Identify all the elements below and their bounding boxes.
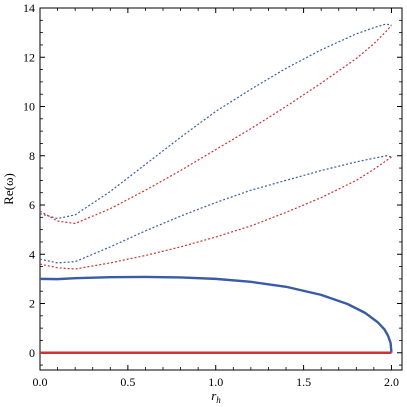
x-tick-label: 1.5 [296,375,311,389]
series-line-3-red-dotted [39,24,392,225]
y-tick-label: 0 [29,346,35,360]
series-layer [39,23,393,354]
plot-frame [39,7,403,371]
series-line-2-blue-dotted [39,23,392,220]
y-tick-label: 6 [29,198,35,212]
x-tick-label: 1.0 [208,375,223,389]
x-axis-label: rh [211,388,221,405]
y-tick-label: 2 [29,297,35,311]
x-tick-label: 0.5 [120,375,135,389]
series-line-5-red-dotted [39,156,392,270]
y-tick-label: 10 [23,100,35,114]
y-axis-label: Re(ω) [1,173,16,205]
x-axis-label-main: r [211,388,217,403]
ticks-layer: 0.0 0.5 1.0 1.5 2.0 0 2 4 6 8 10 12 14 [23,1,402,389]
y-tick-label: 12 [23,50,35,64]
x-tick-label: 0.0 [33,375,48,389]
series-line-4-blue-dotted [39,155,392,264]
y-tick-label: 4 [29,247,35,261]
x-axis-label-sub: h [216,395,221,405]
y-tick-label: 8 [29,149,35,163]
x-tick-label: 2.0 [384,375,399,389]
y-tick-label: 14 [23,1,35,15]
series-line-0-blue-solid [39,275,393,353]
